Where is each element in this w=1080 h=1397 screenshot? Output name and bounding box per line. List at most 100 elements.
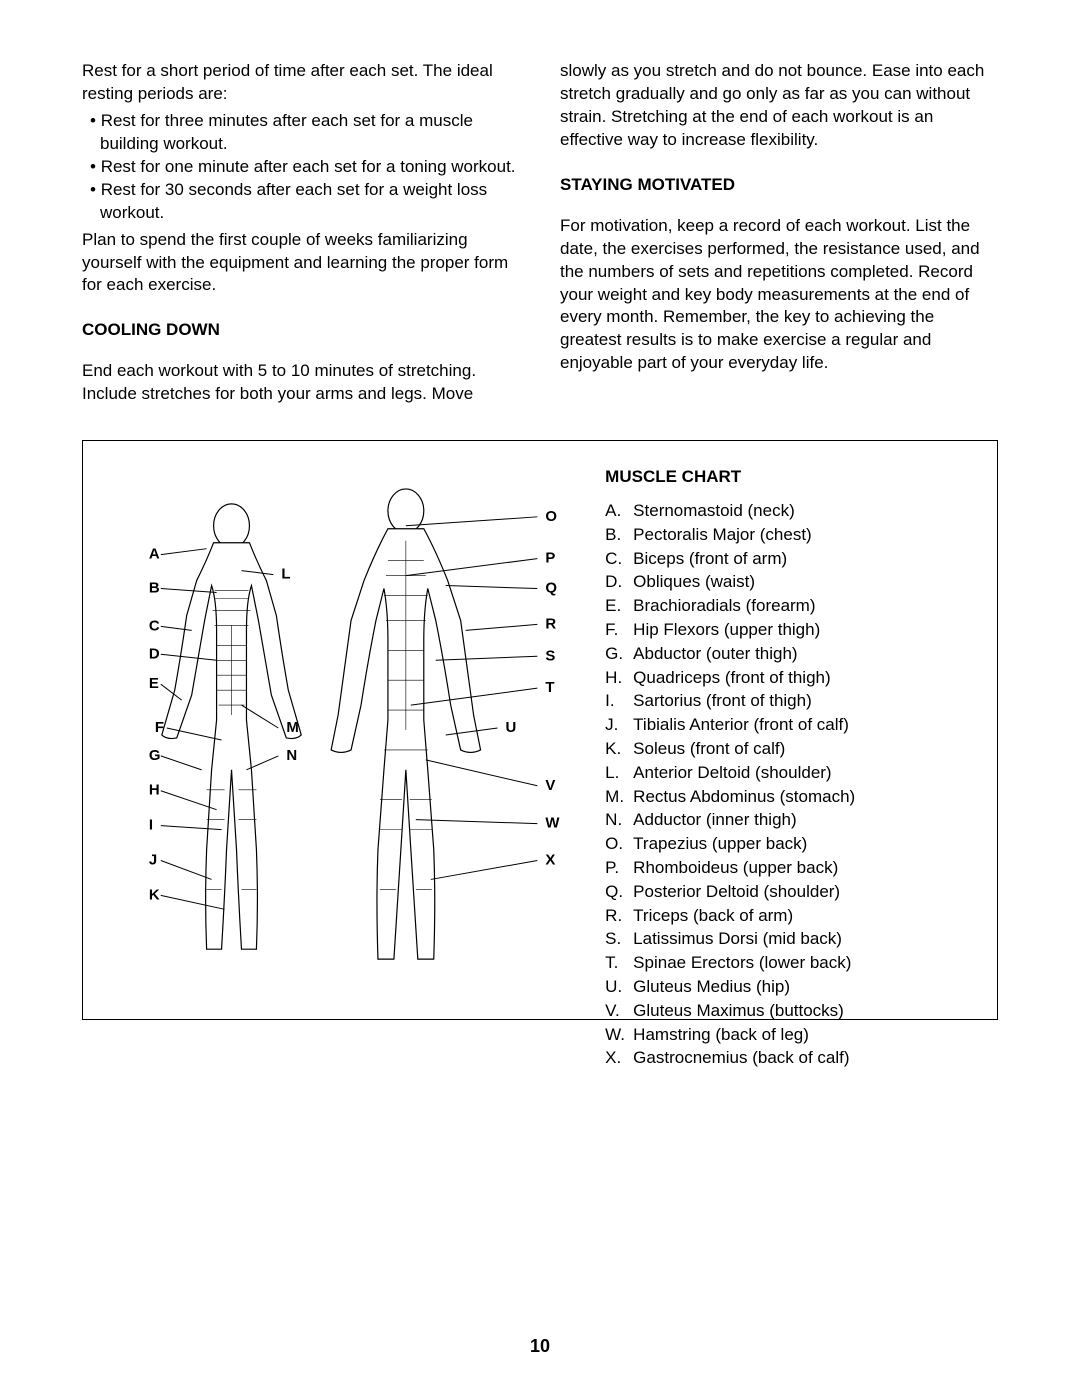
muscle-name: Biceps (front of arm) bbox=[633, 547, 787, 571]
muscle-letter: P. bbox=[605, 856, 633, 880]
muscle-name: Adductor (inner thigh) bbox=[633, 808, 796, 832]
muscle-list-item: D.Obliques (waist) bbox=[605, 570, 973, 594]
after-bullets-paragraph: Plan to spend the first couple of weeks … bbox=[82, 229, 520, 298]
cooling-down-heading: COOLING DOWN bbox=[82, 319, 520, 342]
muscle-name: Gastrocnemius (back of calf) bbox=[633, 1046, 849, 1070]
muscle-list-item: G.Abductor (outer thigh) bbox=[605, 642, 973, 666]
anatomy-svg: ABCDEFGHIJKLMNOPQRSTUVWX bbox=[107, 465, 585, 995]
muscle-list-item: I.Sartorius (front of thigh) bbox=[605, 689, 973, 713]
muscle-chart-title: MUSCLE CHART bbox=[605, 465, 973, 489]
muscle-name: Hamstring (back of leg) bbox=[633, 1023, 809, 1047]
bullet-item: Rest for 30 seconds after each set for a… bbox=[82, 179, 520, 225]
motivated-text: For motivation, keep a record of each wo… bbox=[560, 215, 998, 376]
diagram-label-A: A bbox=[149, 546, 160, 563]
diagram-label-M: M bbox=[286, 719, 298, 736]
muscle-letter: R. bbox=[605, 904, 633, 928]
muscle-list-item: W.Hamstring (back of leg) bbox=[605, 1023, 973, 1047]
cooling-down-text: End each workout with 5 to 10 minutes of… bbox=[82, 360, 520, 406]
muscle-chart-box: ABCDEFGHIJKLMNOPQRSTUVWX MUSCLE CHART A.… bbox=[82, 440, 998, 1020]
muscle-letter: A. bbox=[605, 499, 633, 523]
back-figure bbox=[331, 489, 480, 959]
muscle-list-item: R.Triceps (back of arm) bbox=[605, 904, 973, 928]
muscle-list-item: H.Quadriceps (front of thigh) bbox=[605, 666, 973, 690]
diagram-label-J: J bbox=[149, 852, 157, 869]
diagram-label-H: H bbox=[149, 782, 160, 799]
muscle-list-item: X.Gastrocnemius (back of calf) bbox=[605, 1046, 973, 1070]
left-column: Rest for a short period of time after ea… bbox=[82, 60, 520, 410]
diagram-label-R: R bbox=[545, 616, 556, 633]
muscle-name: Pectoralis Major (chest) bbox=[633, 523, 812, 547]
muscle-letter: J. bbox=[605, 713, 633, 737]
muscle-diagram: ABCDEFGHIJKLMNOPQRSTUVWX bbox=[107, 465, 585, 995]
muscle-letter: W. bbox=[605, 1023, 633, 1047]
muscle-name: Quadriceps (front of thigh) bbox=[633, 666, 830, 690]
muscle-name: Triceps (back of arm) bbox=[633, 904, 793, 928]
diagram-label-L: L bbox=[281, 566, 290, 583]
muscle-name: Spinae Erectors (lower back) bbox=[633, 951, 851, 975]
muscle-name: Anterior Deltoid (shoulder) bbox=[633, 761, 831, 785]
muscle-letter: N. bbox=[605, 808, 633, 832]
diagram-label-F: F bbox=[155, 719, 164, 736]
muscle-letter: K. bbox=[605, 737, 633, 761]
bullet-item: Rest for one minute after each set for a… bbox=[82, 156, 520, 179]
muscle-list-area: MUSCLE CHART A.Sternomastoid (neck)B.Pec… bbox=[605, 465, 973, 995]
muscle-letter: H. bbox=[605, 666, 633, 690]
diagram-label-V: V bbox=[545, 777, 555, 794]
staying-motivated-heading: STAYING MOTIVATED bbox=[560, 174, 998, 197]
diagram-label-W: W bbox=[545, 815, 560, 832]
muscle-letter: I. bbox=[605, 689, 633, 713]
muscle-list-item: N.Adductor (inner thigh) bbox=[605, 808, 973, 832]
muscle-letter: E. bbox=[605, 594, 633, 618]
diagram-label-K: K bbox=[149, 887, 160, 904]
diagram-label-O: O bbox=[545, 508, 557, 525]
muscle-name: Rhomboideus (upper back) bbox=[633, 856, 838, 880]
muscle-letter: L. bbox=[605, 761, 633, 785]
muscle-letter: S. bbox=[605, 927, 633, 951]
muscle-letter: G. bbox=[605, 642, 633, 666]
muscle-letter: M. bbox=[605, 785, 633, 809]
muscle-letter: B. bbox=[605, 523, 633, 547]
muscle-list-item: S.Latissimus Dorsi (mid back) bbox=[605, 927, 973, 951]
front-figure bbox=[162, 504, 301, 949]
muscle-name: Obliques (waist) bbox=[633, 570, 755, 594]
diagram-label-E: E bbox=[149, 675, 159, 692]
muscle-letter: U. bbox=[605, 975, 633, 999]
diagram-label-P: P bbox=[545, 550, 555, 567]
bullet-item: Rest for three minutes after each set fo… bbox=[82, 110, 520, 156]
muscle-letter: C. bbox=[605, 547, 633, 571]
muscle-name: Sartorius (front of thigh) bbox=[633, 689, 812, 713]
muscle-list: A.Sternomastoid (neck)B.Pectoralis Major… bbox=[605, 499, 973, 1070]
muscle-list-item: T.Spinae Erectors (lower back) bbox=[605, 951, 973, 975]
muscle-list-item: Q.Posterior Deltoid (shoulder) bbox=[605, 880, 973, 904]
muscle-letter: D. bbox=[605, 570, 633, 594]
muscle-name: Posterior Deltoid (shoulder) bbox=[633, 880, 840, 904]
diagram-label-C: C bbox=[149, 618, 160, 635]
muscle-letter: O. bbox=[605, 832, 633, 856]
muscle-name: Hip Flexors (upper thigh) bbox=[633, 618, 820, 642]
right-column: slowly as you stretch and do not bounce.… bbox=[560, 60, 998, 410]
muscle-name: Abductor (outer thigh) bbox=[633, 642, 797, 666]
muscle-name: Trapezius (upper back) bbox=[633, 832, 807, 856]
muscle-letter: X. bbox=[605, 1046, 633, 1070]
muscle-name: Brachioradials (forearm) bbox=[633, 594, 815, 618]
muscle-list-item: M.Rectus Abdominus (stomach) bbox=[605, 785, 973, 809]
muscle-letter: Q. bbox=[605, 880, 633, 904]
muscle-list-item: L.Anterior Deltoid (shoulder) bbox=[605, 761, 973, 785]
muscle-name: Tibialis Anterior (front of calf) bbox=[633, 713, 849, 737]
muscle-list-item: U.Gluteus Medius (hip) bbox=[605, 975, 973, 999]
rest-bullets: Rest for three minutes after each set fo… bbox=[82, 110, 520, 225]
page-number: 10 bbox=[0, 1336, 1080, 1357]
muscle-name: Gluteus Maximus (buttocks) bbox=[633, 999, 844, 1023]
muscle-name: Sternomastoid (neck) bbox=[633, 499, 795, 523]
diagram-label-T: T bbox=[545, 679, 554, 696]
diagram-label-B: B bbox=[149, 580, 160, 597]
muscle-name: Rectus Abdominus (stomach) bbox=[633, 785, 855, 809]
diagram-label-U: U bbox=[505, 719, 516, 736]
continue-paragraph: slowly as you stretch and do not bounce.… bbox=[560, 60, 998, 152]
muscle-list-item: K.Soleus (front of calf) bbox=[605, 737, 973, 761]
diagram-label-X: X bbox=[545, 852, 555, 869]
muscle-name: Gluteus Medius (hip) bbox=[633, 975, 790, 999]
muscle-list-item: J.Tibialis Anterior (front of calf) bbox=[605, 713, 973, 737]
diagram-label-I: I bbox=[149, 817, 153, 834]
muscle-list-item: C.Biceps (front of arm) bbox=[605, 547, 973, 571]
